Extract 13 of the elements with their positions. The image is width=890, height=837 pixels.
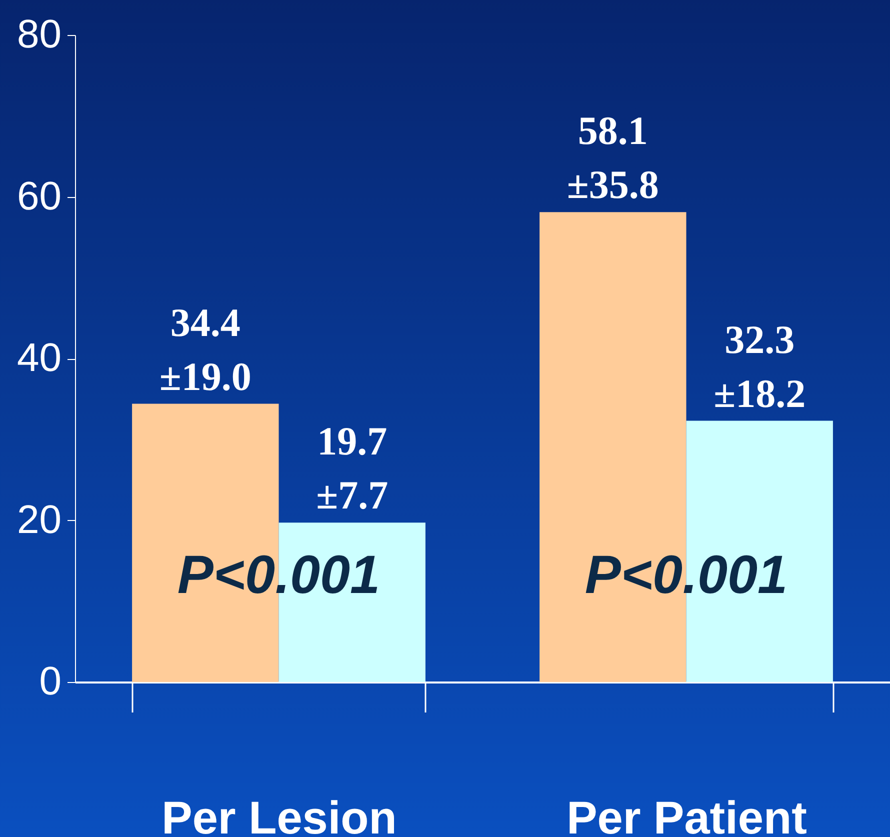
data-label: 19.7 ±7.7 <box>316 418 388 518</box>
data-label: 58.1 ±35.8 <box>566 108 659 208</box>
y-tick-label: 20 <box>17 498 62 542</box>
y-tick-label: 60 <box>17 174 62 218</box>
x-tick-label: Per Lesion <box>162 792 397 837</box>
annotation: P<0.001 <box>177 544 380 605</box>
data-label: 34.4 ±19.0 <box>159 300 252 399</box>
annotation: P<0.001 <box>584 544 788 605</box>
y-tick-label: 0 <box>39 660 62 704</box>
data-label: 32.3 ±18.2 <box>714 316 806 416</box>
x-tick-label: Per Patient <box>566 792 807 837</box>
y-tick-label: 80 <box>17 12 62 56</box>
y-tick-label: 40 <box>17 336 62 380</box>
